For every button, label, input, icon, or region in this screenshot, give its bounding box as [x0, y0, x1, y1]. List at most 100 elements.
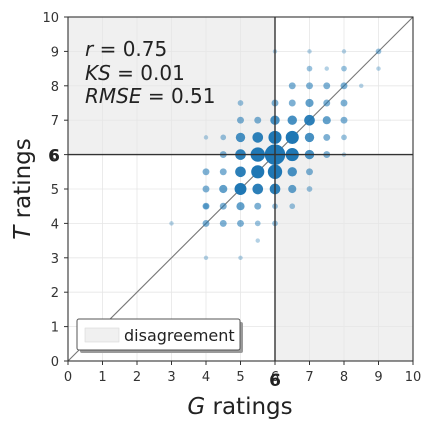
- data-point-5: [251, 165, 265, 179]
- x-tick-label-10: 10: [405, 370, 422, 385]
- data-point-68: [203, 255, 209, 261]
- data-point-30: [237, 219, 244, 227]
- data-point-31: [202, 202, 210, 210]
- data-point-19: [219, 184, 228, 194]
- data-point-59: [324, 66, 329, 71]
- x-axis-label: G ratings: [187, 394, 292, 420]
- data-point-50: [289, 203, 296, 210]
- data-point-10: [235, 166, 246, 178]
- y-tick-label-3: 3: [51, 252, 59, 267]
- y-axis-label: T ratings: [10, 138, 36, 240]
- data-point-11: [252, 183, 264, 195]
- x-tick-label-9: 9: [374, 370, 382, 385]
- data-point-32: [219, 219, 227, 227]
- data-point-21: [304, 132, 315, 143]
- data-point-33: [202, 168, 210, 176]
- data-point-40: [306, 168, 313, 176]
- data-point-58: [341, 65, 347, 72]
- data-point-35: [237, 116, 244, 124]
- data-point-16: [287, 167, 297, 177]
- x-axis-label-rest: ratings: [205, 394, 292, 420]
- stat-ks-value: = 0.01: [111, 61, 185, 85]
- y-threshold-label: 6: [48, 147, 60, 167]
- stat-r-var: r: [85, 37, 95, 61]
- data-point-12: [304, 114, 315, 126]
- data-point-37: [306, 82, 313, 90]
- y-tick-label-9: 9: [51, 45, 59, 60]
- x-tick-label-3: 3: [167, 370, 175, 385]
- data-point-61: [375, 48, 382, 55]
- y-tick-label-1: 1: [51, 321, 59, 336]
- data-point-29: [202, 185, 210, 193]
- y-axis-label-rest: ratings: [10, 138, 36, 225]
- x-threshold-label: 6: [269, 371, 281, 391]
- data-point-47: [237, 100, 244, 106]
- data-point-45: [288, 99, 296, 107]
- stat-rmse-value: = 0.51: [141, 84, 215, 108]
- data-point-25: [219, 168, 227, 176]
- y-tick-label-10: 10: [42, 11, 59, 26]
- y-axis-label-var: T: [10, 224, 36, 240]
- legend-swatch: [84, 327, 120, 343]
- data-point-42: [323, 133, 331, 141]
- data-point-39: [340, 82, 348, 90]
- data-point-69: [238, 255, 243, 261]
- x-tick-label-7: 7: [305, 370, 313, 385]
- data-point-51: [254, 220, 261, 227]
- x-tick-label-8: 8: [340, 370, 348, 385]
- data-point-67: [169, 221, 174, 226]
- stat-ks: KS = 0.01: [85, 61, 185, 85]
- stat-r-value: = 0.75: [93, 37, 167, 61]
- data-point-60: [359, 83, 364, 89]
- data-point-7: [234, 183, 247, 195]
- data-point-43: [340, 116, 348, 124]
- y-tick-label-6: 6: [51, 149, 59, 164]
- data-point-57: [306, 65, 313, 72]
- y-tick-label-0: 0: [51, 355, 59, 370]
- y-tick-label-7: 7: [51, 114, 59, 129]
- x-tick-label-5: 5: [236, 370, 244, 385]
- stat-rmse-var: RMSE: [85, 84, 142, 108]
- data-point-46: [254, 116, 262, 124]
- data-point-66: [203, 135, 209, 140]
- x-axis-label-var: G: [187, 394, 205, 420]
- x-tick-label-6: 6: [271, 370, 279, 385]
- data-point-20: [236, 202, 245, 211]
- data-point-53: [306, 186, 313, 192]
- legend-label: disagreement: [124, 326, 235, 345]
- data-point-15: [252, 132, 264, 143]
- data-point-24: [305, 98, 314, 108]
- data-point-38: [323, 82, 331, 90]
- data-point-28: [219, 202, 227, 210]
- data-point-65: [376, 66, 381, 71]
- data-point-26: [254, 202, 262, 210]
- y-tick-label-4: 4: [51, 217, 59, 232]
- data-point-6: [285, 130, 299, 144]
- x-tick-label-4: 4: [202, 370, 210, 385]
- y-tick-label-5: 5: [51, 183, 59, 198]
- stat-rmse: RMSE = 0.51: [85, 84, 216, 108]
- stat-ks-var: KS: [85, 61, 111, 85]
- x-tick-label-1: 1: [98, 370, 106, 385]
- data-point-56: [288, 82, 296, 90]
- data-point-18: [288, 184, 297, 194]
- stat-r: r = 0.75: [85, 37, 167, 61]
- data-point-22: [287, 115, 297, 125]
- data-point-23: [322, 116, 331, 125]
- data-point-71: [255, 238, 260, 243]
- data-point-55: [323, 99, 331, 107]
- data-point-17: [235, 132, 246, 143]
- data-point-62: [341, 49, 347, 54]
- data-point-48: [220, 134, 227, 141]
- data-point-27: [202, 219, 210, 227]
- data-point-44: [340, 99, 348, 107]
- x-tick-label-0: 0: [64, 370, 72, 385]
- legend: disagreement: [76, 318, 243, 353]
- x-tick-label-2: 2: [133, 370, 141, 385]
- data-point-54: [341, 134, 347, 141]
- y-tick-label-8: 8: [51, 80, 59, 95]
- y-tick-label-2: 2: [51, 286, 59, 301]
- data-point-70: [203, 203, 209, 210]
- data-point-64: [307, 49, 312, 54]
